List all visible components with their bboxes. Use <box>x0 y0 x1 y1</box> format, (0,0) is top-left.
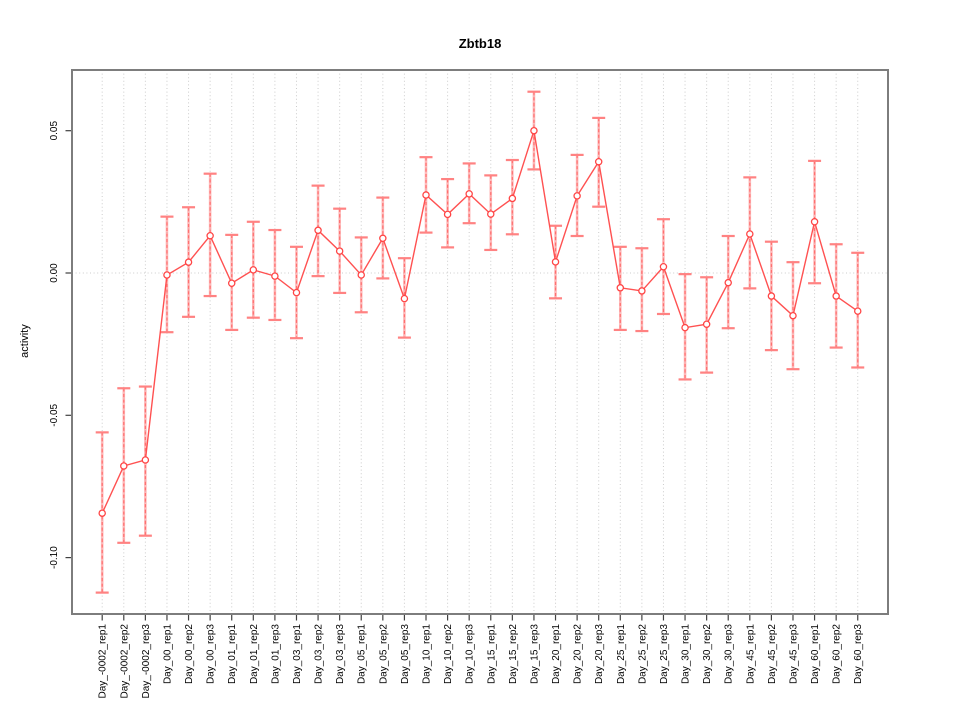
data-point-marker <box>249 266 258 274</box>
data-point-marker <box>184 258 193 266</box>
x-tick-label: Day_60_rep2 <box>832 624 843 684</box>
x-tick-label: Day_60_rep1 <box>810 624 821 684</box>
x-tick-label: Day_01_rep3 <box>270 624 281 684</box>
data-point-marker <box>487 210 495 218</box>
data-point-marker <box>271 272 279 280</box>
x-tick-label: Day_30_rep2 <box>702 624 713 684</box>
x-tick-label: Day_30_rep1 <box>681 624 692 684</box>
x-tick-label: Day_25_rep3 <box>659 624 670 684</box>
data-point-marker <box>400 294 409 303</box>
x-tick-label: Day_15_rep2 <box>508 624 519 684</box>
data-point-marker <box>659 262 668 271</box>
x-tick-label: Day_-0002_rep3 <box>141 624 152 699</box>
y-tick-label: 0.00 <box>49 263 60 283</box>
x-tick-label: Day_10_rep3 <box>465 624 476 684</box>
x-tick-label: Day_45_rep3 <box>788 624 799 684</box>
data-point-marker <box>465 190 473 198</box>
data-point-marker <box>551 258 560 266</box>
x-tick-label: Day_05_rep2 <box>378 624 389 684</box>
x-tick-label: Day_25_rep2 <box>637 624 648 684</box>
y-tick-label: -0.10 <box>49 546 60 569</box>
x-tick-label: Day_45_rep1 <box>745 624 756 684</box>
data-point-marker <box>573 192 581 200</box>
data-point-marker <box>638 287 646 295</box>
x-tick-label: Day_45_rep2 <box>767 624 778 684</box>
x-tick-label: Day_01_rep1 <box>227 624 238 684</box>
data-point-marker <box>443 210 452 219</box>
x-tick-label: Day_-0002_rep1 <box>98 624 109 699</box>
data-point-marker <box>163 271 171 279</box>
data-point-marker <box>789 311 797 320</box>
x-tick-label: Day_15_rep1 <box>486 624 497 684</box>
x-tick-label: Day_20_rep2 <box>573 624 584 684</box>
chart-title: Zbtb18 <box>458 36 502 51</box>
x-tick-label: Day_-0002_rep2 <box>119 624 130 699</box>
data-point-marker <box>702 320 711 328</box>
data-point-marker <box>422 191 430 199</box>
x-tick-label: Day_10_rep1 <box>422 624 433 684</box>
data-point-marker <box>120 462 128 470</box>
x-tick-label: Day_03_rep1 <box>292 624 303 684</box>
data-point-marker <box>314 226 322 235</box>
x-tick-label: Day_03_rep3 <box>335 624 346 684</box>
x-tick-label: Day_30_rep3 <box>724 624 735 684</box>
data-point-marker <box>530 126 538 135</box>
data-point-marker <box>206 231 214 240</box>
data-point-marker <box>141 456 150 464</box>
data-point-marker <box>335 247 344 255</box>
data-point-marker <box>853 307 862 315</box>
data-point-marker <box>746 230 754 238</box>
data-point-marker <box>724 278 732 287</box>
x-tick-label: Day_20_rep1 <box>551 624 562 684</box>
x-tick-label: Day_01_rep2 <box>249 624 260 684</box>
data-point-marker <box>767 292 776 300</box>
x-tick-label: Day_20_rep3 <box>594 624 605 684</box>
data-point-marker <box>681 323 689 332</box>
x-tick-label: Day_00_rep2 <box>184 624 195 684</box>
data-point-marker <box>292 288 301 297</box>
x-tick-label: Day_00_rep3 <box>206 624 217 684</box>
x-tick-label: Day_03_rep2 <box>314 624 325 684</box>
data-point-marker <box>98 509 106 517</box>
data-point-marker <box>594 157 603 166</box>
x-tick-label: Day_10_rep2 <box>443 624 454 684</box>
x-tick-label: Day_60_rep3 <box>853 624 864 684</box>
data-line <box>101 130 859 514</box>
data-point-marker <box>227 279 236 287</box>
y-tick-label: 0.05 <box>49 121 60 141</box>
data-point-marker <box>379 234 387 243</box>
plot-frame <box>71 69 889 615</box>
x-tick-label: Day_00_rep1 <box>162 624 173 684</box>
x-tick-label: Day_05_rep1 <box>357 624 368 684</box>
data-point-marker <box>832 292 840 300</box>
data-point-marker <box>357 271 365 279</box>
x-tick-label: Day_15_rep3 <box>529 624 540 684</box>
x-tick-label: Day_05_rep3 <box>400 624 411 684</box>
data-point-marker <box>810 218 819 226</box>
x-tick-label: Day_25_rep1 <box>616 624 627 684</box>
y-tick-label: -0.05 <box>49 403 60 426</box>
data-point-marker <box>616 284 625 292</box>
data-point-marker <box>508 194 517 203</box>
